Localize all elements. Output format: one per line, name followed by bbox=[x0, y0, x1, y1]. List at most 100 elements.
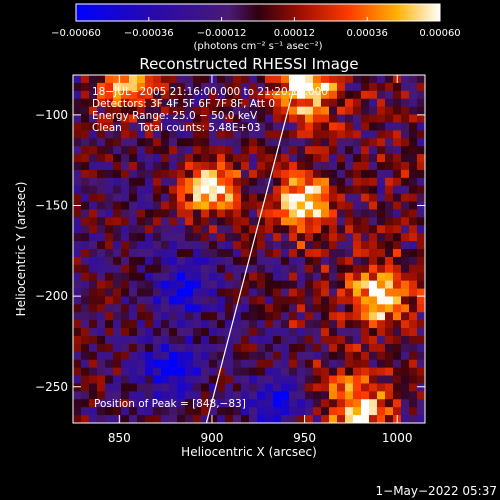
heatmap-cell bbox=[233, 383, 242, 392]
heatmap-cell bbox=[289, 415, 298, 423]
heatmap-cell bbox=[97, 233, 106, 242]
heatmap-cell bbox=[121, 154, 130, 163]
heatmap-cell bbox=[113, 328, 122, 337]
heatmap-cell bbox=[401, 122, 410, 131]
heatmap-cell bbox=[329, 241, 338, 250]
heatmap-cell bbox=[265, 391, 274, 400]
heatmap-cell bbox=[353, 375, 362, 385]
heatmap-cell bbox=[233, 304, 242, 313]
heatmap-cell bbox=[129, 209, 138, 218]
heatmap-cell bbox=[385, 256, 394, 266]
heatmap-cell bbox=[409, 217, 418, 226]
heatmap-cell bbox=[153, 169, 162, 179]
heatmap-cell bbox=[233, 169, 242, 179]
heatmap-cell bbox=[369, 328, 378, 337]
heatmap-cell bbox=[89, 256, 98, 266]
heatmap-cell bbox=[113, 249, 122, 258]
heatmap-cell bbox=[353, 201, 362, 211]
heatmap-cell bbox=[281, 304, 290, 313]
heatmap-cell bbox=[129, 122, 138, 131]
heatmap-cell bbox=[201, 304, 210, 313]
heatmap-cell bbox=[393, 177, 402, 187]
chart-title: Reconstructed RHESSI Image bbox=[139, 55, 358, 73]
heatmap-cell bbox=[177, 90, 186, 100]
heatmap-cell bbox=[89, 201, 98, 211]
heatmap-cell bbox=[361, 130, 370, 139]
heatmap-cell bbox=[201, 233, 210, 242]
heatmap-cell bbox=[313, 320, 322, 329]
heatmap-cell bbox=[265, 154, 274, 163]
heatmap-cell bbox=[313, 391, 322, 400]
heatmap-cell bbox=[193, 272, 202, 282]
heatmap-cell bbox=[401, 399, 410, 408]
heatmap-cell bbox=[265, 241, 274, 250]
heatmap-cell bbox=[209, 106, 218, 116]
heatmap-cell bbox=[321, 169, 330, 179]
heatmap-cell bbox=[289, 343, 298, 353]
heatmap-cell bbox=[313, 75, 322, 84]
heatmap-cell bbox=[185, 154, 194, 163]
heatmap-cell bbox=[273, 82, 282, 92]
heatmap-cell bbox=[97, 383, 106, 392]
heatmap-cell bbox=[353, 146, 362, 155]
heatmap-cell bbox=[345, 383, 354, 392]
heatmap-cell bbox=[73, 256, 82, 266]
heatmap-cell bbox=[201, 336, 210, 345]
heatmap-cell bbox=[305, 367, 314, 377]
heatmap-cell bbox=[193, 82, 202, 92]
heatmap-cell bbox=[281, 415, 290, 423]
heatmap-cell bbox=[177, 177, 186, 187]
heatmap-cell bbox=[81, 351, 90, 361]
heatmap-cell bbox=[225, 359, 234, 369]
heatmap-cell bbox=[361, 272, 370, 282]
heatmap-cell bbox=[297, 320, 306, 329]
heatmap-cell bbox=[145, 312, 154, 321]
heatmap-cell bbox=[345, 336, 354, 345]
heatmap-cell bbox=[313, 122, 322, 131]
heatmap-cell bbox=[305, 233, 314, 242]
heatmap-cell bbox=[377, 336, 386, 345]
heatmap-cell bbox=[297, 241, 306, 250]
heatmap-cell bbox=[361, 146, 370, 155]
heatmap-cell bbox=[329, 391, 338, 400]
heatmap-cell bbox=[273, 225, 282, 234]
heatmap-cell bbox=[361, 336, 370, 345]
heatmap-cell bbox=[89, 359, 98, 369]
heatmap-cell bbox=[129, 98, 138, 108]
heatmap-cell bbox=[193, 359, 202, 369]
heatmap-cell bbox=[161, 343, 170, 353]
heatmap-cell bbox=[401, 225, 410, 234]
heatmap-cell bbox=[417, 154, 425, 163]
heatmap-cell bbox=[209, 399, 218, 408]
heatmap-cell bbox=[129, 217, 138, 226]
heatmap-cell bbox=[129, 415, 138, 423]
heatmap-cell bbox=[265, 351, 274, 361]
heatmap-cell bbox=[81, 320, 90, 329]
heatmap-cell bbox=[273, 336, 282, 345]
heatmap-cell bbox=[241, 162, 250, 171]
heatmap-cell bbox=[281, 169, 290, 179]
heatmap-cell bbox=[353, 328, 362, 337]
heatmap-cell bbox=[193, 256, 202, 266]
heatmap-cell bbox=[401, 138, 410, 147]
heatmap-cell bbox=[353, 296, 362, 305]
heatmap-cell bbox=[337, 162, 346, 171]
heatmap-cell bbox=[329, 312, 338, 321]
heatmap-cell bbox=[369, 320, 378, 329]
heatmap-cell bbox=[369, 249, 378, 258]
heatmap-cell bbox=[73, 367, 82, 377]
heatmap-cell bbox=[233, 272, 242, 282]
heatmap-cell bbox=[353, 391, 362, 400]
heatmap-cell bbox=[185, 162, 194, 171]
heatmap-cell bbox=[105, 367, 114, 377]
heatmap-cell bbox=[105, 312, 114, 321]
heatmap-cell bbox=[385, 399, 394, 408]
heatmap-cell bbox=[305, 272, 314, 282]
heatmap-cell bbox=[385, 367, 394, 377]
x-tick-label: 850 bbox=[108, 431, 131, 445]
heatmap-cell bbox=[417, 217, 425, 226]
heatmap-cell bbox=[241, 75, 250, 84]
heatmap-cell bbox=[169, 82, 178, 92]
heatmap-cell bbox=[417, 162, 425, 171]
heatmap-cell bbox=[321, 177, 330, 187]
